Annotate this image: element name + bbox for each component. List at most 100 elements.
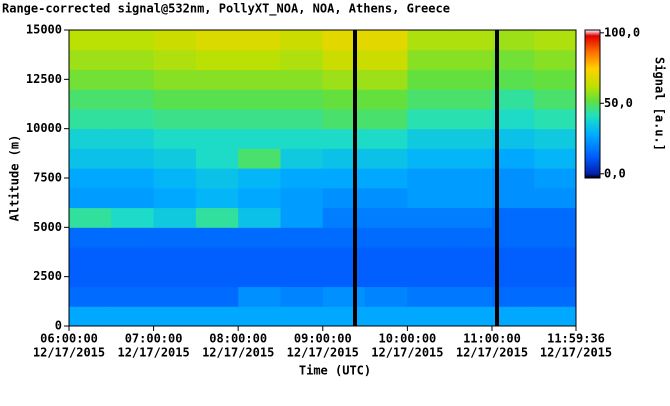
heatmap-cell <box>365 306 408 327</box>
heatmap-cell <box>69 227 112 248</box>
heatmap-cell <box>365 207 408 228</box>
x-tick-label: 11:00:00 <box>463 332 521 346</box>
x-tick-label: 12/17/2015 <box>33 346 105 360</box>
heatmap-cell <box>153 306 197 327</box>
heatmap-cell <box>322 227 366 248</box>
heatmap-cell <box>153 49 197 70</box>
heatmap-cell <box>322 89 366 110</box>
heatmap-cell <box>195 306 239 327</box>
heatmap-cell <box>407 187 451 209</box>
heatmap-cell <box>365 148 408 169</box>
heatmap-cell <box>69 49 112 70</box>
heatmap-cell <box>238 266 281 288</box>
x-tick-label: 07:00:00 <box>125 332 183 346</box>
heatmap-cell <box>491 30 535 51</box>
heatmap-cell <box>111 247 155 268</box>
heatmap-cell <box>365 286 408 307</box>
heatmap-cell <box>491 148 535 169</box>
heatmap-cell <box>238 148 281 169</box>
heatmap-cell <box>491 227 535 248</box>
y-tick-label: 12500 <box>26 72 62 86</box>
heatmap-cell <box>111 30 155 51</box>
data-gap <box>353 30 357 326</box>
heatmap-cell <box>69 89 112 110</box>
heatmap-cell <box>534 306 577 327</box>
heatmap-cell <box>69 168 112 189</box>
x-tick-label: 12/17/2015 <box>456 346 528 360</box>
heatmap-cell <box>280 306 324 327</box>
heatmap-cell <box>491 108 535 130</box>
heatmap-cell <box>238 168 281 189</box>
heatmap-cell <box>534 108 577 130</box>
heatmap-cell <box>407 247 451 268</box>
heatmap-cell <box>534 49 577 70</box>
heatmap-cell <box>195 187 239 209</box>
heatmap-cell <box>407 128 451 149</box>
colorbar-label: Signal [a.u.] <box>653 57 667 151</box>
x-tick-label: 12/17/2015 <box>287 346 359 360</box>
heatmap-cell <box>534 227 577 248</box>
heatmap-cell <box>69 207 112 228</box>
heatmap-cell <box>111 266 155 288</box>
heatmap-cell <box>69 266 112 288</box>
heatmap-cell <box>69 306 112 327</box>
heatmap-cell <box>69 108 112 130</box>
y-tick-label: 2500 <box>33 269 62 283</box>
heatmap-cell <box>449 30 493 51</box>
heatmap-cell <box>153 187 197 209</box>
heatmap-cell <box>195 207 239 228</box>
heatmap-cell <box>69 128 112 149</box>
heatmap-cell <box>322 49 366 70</box>
heatmap-cell <box>534 30 577 51</box>
heatmap-cell <box>195 148 239 169</box>
heatmap-cell <box>195 128 239 149</box>
y-tick-label: 5000 <box>33 220 62 234</box>
heatmap-cell <box>111 227 155 248</box>
heatmap-cell <box>365 266 408 288</box>
heatmap-cell <box>449 227 493 248</box>
heatmap-cell <box>153 148 197 169</box>
heatmap-cell <box>280 49 324 70</box>
heatmap-cell <box>153 108 197 130</box>
heatmap-cell <box>534 247 577 268</box>
heatmap-cell <box>280 69 324 90</box>
colorbar <box>584 29 601 179</box>
heatmap-cell <box>195 30 239 51</box>
heatmap-cell <box>111 168 155 189</box>
heatmap-cell <box>280 128 324 149</box>
y-axis-label: Altitude (m) <box>8 135 22 222</box>
heatmap-cell <box>365 108 408 130</box>
heatmap-cell <box>322 306 366 327</box>
heatmap-cell <box>280 148 324 169</box>
heatmap-cell <box>280 168 324 189</box>
heatmap-cell <box>280 30 324 51</box>
heatmap-cell <box>238 49 281 70</box>
heatmap-cell <box>195 69 239 90</box>
heatmap-cell <box>195 49 239 70</box>
heatmap-cell <box>449 187 493 209</box>
heatmap-cell <box>322 207 366 228</box>
heatmap-cell <box>195 168 239 189</box>
heatmap-cell <box>534 207 577 228</box>
heatmap-cell <box>407 207 451 228</box>
heatmap-cell <box>280 227 324 248</box>
x-tick-label: 12/17/2015 <box>371 346 443 360</box>
heatmap-cell <box>153 247 197 268</box>
heatmap-cell <box>195 286 239 307</box>
heatmap-cell <box>322 108 366 130</box>
heatmap-cell <box>280 89 324 110</box>
heatmap-cell <box>322 69 366 90</box>
heatmap-cell <box>69 187 112 209</box>
heatmap-cell <box>365 227 408 248</box>
heatmap-cell <box>534 89 577 110</box>
heatmap-cell <box>365 69 408 90</box>
heatmap-cell <box>491 247 535 268</box>
y-tick-label: 10000 <box>26 121 62 135</box>
heatmap-cell <box>111 148 155 169</box>
heatmap-cell <box>153 207 197 228</box>
heatmap-cell <box>407 89 451 110</box>
colorbar-tick-label: 100,0 <box>604 25 640 39</box>
heatmap-cell <box>365 247 408 268</box>
heatmap-cell <box>111 69 155 90</box>
heatmap-cell <box>491 286 535 307</box>
